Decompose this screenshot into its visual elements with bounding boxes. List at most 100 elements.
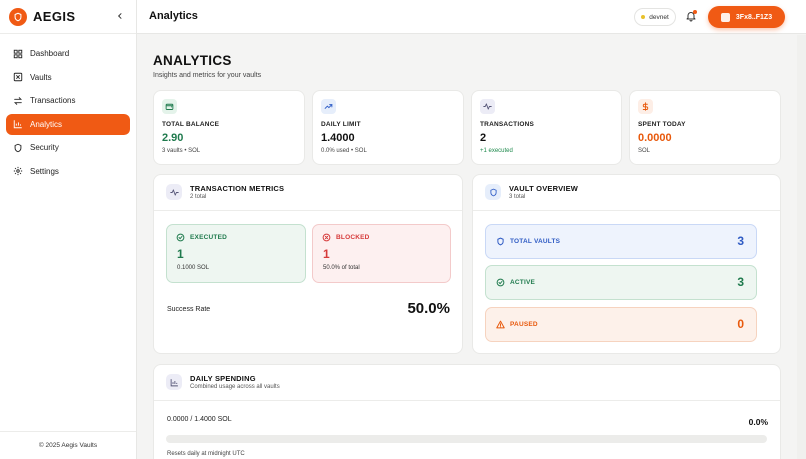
header-title: Analytics xyxy=(149,10,198,22)
network-label: devnet xyxy=(649,13,669,21)
sidebar-item-analytics[interactable]: Analytics xyxy=(6,113,130,135)
total-vaults-label: TOTAL VAULTS xyxy=(510,238,561,245)
collapse-sidebar-button[interactable] xyxy=(113,9,127,23)
wallet-button[interactable]: 3Fx8..F1Z3 xyxy=(708,6,785,28)
brand: AEGIS xyxy=(0,0,136,34)
wallet-icon xyxy=(720,12,730,22)
panel-subtitle: Combined usage across all vaults xyxy=(190,384,280,390)
stat-label: TOTAL BALANCE xyxy=(162,121,220,128)
vault-icon xyxy=(13,72,23,82)
row-label: ACTIVE xyxy=(496,278,535,287)
activity-icon xyxy=(480,99,495,114)
spending-progress-bar xyxy=(166,435,767,443)
sidebar-item-security[interactable]: Security xyxy=(6,137,130,158)
spending-amount: 0.0000 / 1.4000 SOL xyxy=(167,416,232,423)
x-circle-icon xyxy=(322,233,331,242)
executed-header: EXECUTED xyxy=(176,233,227,242)
dashboard-icon xyxy=(13,49,23,58)
stat-sub: 3 vaults • SOL xyxy=(162,148,201,154)
brand-name: AEGIS xyxy=(33,9,76,24)
sidebar: AEGIS Dashboard Vaults Transactions Anal… xyxy=(0,0,137,459)
network-badge[interactable]: devnet xyxy=(634,8,676,26)
chart-icon xyxy=(13,120,22,129)
wallet-address: 3Fx8..F1Z3 xyxy=(735,13,773,21)
shield-icon xyxy=(485,184,501,200)
panel-header: TRANSACTION METRICS 2 total xyxy=(154,175,462,211)
wallet-icon xyxy=(162,99,177,114)
success-rate-label: Success Rate xyxy=(167,306,211,313)
sidebar-item-settings[interactable]: Settings xyxy=(6,161,130,182)
sidebar-item-transactions[interactable]: Transactions xyxy=(6,90,130,111)
panel-header: VAULT OVERVIEW 3 total xyxy=(473,175,780,211)
transaction-metrics-panel: TRANSACTION METRICS 2 total EXECUTED 1 0… xyxy=(153,174,463,354)
network-status-dot xyxy=(641,15,646,19)
sidebar-item-label: Settings xyxy=(30,166,59,176)
page-title: ANALYTICS xyxy=(153,53,232,68)
check-circle-icon xyxy=(176,233,185,242)
active-vaults-row: ACTIVE 3 xyxy=(485,265,757,300)
stat-card-spent-today: SPENT TODAY 0.0000 SOL xyxy=(629,90,781,165)
chart-icon xyxy=(166,374,182,390)
panel-title: DAILY SPENDING xyxy=(190,374,256,383)
main-content: ANALYTICS Insights and metrics for your … xyxy=(137,35,797,459)
spending-percent: 0.0% xyxy=(748,417,768,427)
blocked-header: BLOCKED xyxy=(322,233,370,242)
sidebar-nav: Dashboard Vaults Transactions Analytics … xyxy=(0,34,136,182)
stat-value: 0.0000 xyxy=(638,132,672,144)
executed-label: EXECUTED xyxy=(190,234,227,241)
stat-card-transactions: TRANSACTIONS 2 +1 executed xyxy=(471,90,622,165)
stat-label: SPENT TODAY xyxy=(638,121,686,128)
total-vaults-row: TOTAL VAULTS 3 xyxy=(485,224,757,259)
trending-up-icon xyxy=(321,99,336,114)
panel-subtitle: 2 total xyxy=(190,194,207,200)
executed-box: EXECUTED 1 0.1000 SOL xyxy=(166,224,306,283)
blocked-percent: 50.0% of total xyxy=(323,265,360,271)
check-circle-icon xyxy=(496,278,505,287)
activity-icon xyxy=(166,184,182,200)
panel-subtitle: 3 total xyxy=(509,194,526,200)
stat-value: 1.4000 xyxy=(321,132,355,144)
gear-icon xyxy=(13,166,23,176)
panel-header: DAILY SPENDING Combined usage across all… xyxy=(154,365,780,401)
stat-label: DAILY LIMIT xyxy=(321,121,361,128)
sidebar-item-vaults[interactable]: Vaults xyxy=(6,67,130,88)
sidebar-item-label: Vaults xyxy=(30,72,52,82)
blocked-count: 1 xyxy=(323,247,330,261)
total-vaults-value: 3 xyxy=(737,234,744,248)
sidebar-item-label: Analytics xyxy=(30,119,63,129)
bell-icon[interactable] xyxy=(685,10,697,22)
stat-value: 2 xyxy=(480,132,487,144)
blocked-label: BLOCKED xyxy=(336,234,370,241)
sidebar-item-label: Security xyxy=(30,143,59,152)
sidebar-item-label: Dashboard xyxy=(30,49,70,58)
chevron-left-icon xyxy=(117,13,122,19)
row-label: PAUSED xyxy=(496,320,538,329)
topbar: Analytics devnet 3Fx8..F1Z3 xyxy=(137,0,806,34)
panel-title: VAULT OVERVIEW xyxy=(509,184,579,193)
active-value: 3 xyxy=(737,275,744,289)
vault-overview-panel: VAULT OVERVIEW 3 total TOTAL VAULTS 3 AC… xyxy=(472,174,781,354)
shield-icon xyxy=(14,143,22,152)
shield-icon xyxy=(497,237,504,246)
stat-card-total-balance: TOTAL BALANCE 2.90 3 vaults • SOL xyxy=(153,90,305,165)
stat-sub: +1 executed xyxy=(480,148,513,154)
dollar-icon xyxy=(638,99,653,114)
sidebar-item-dashboard[interactable]: Dashboard xyxy=(6,43,130,64)
panel-title: TRANSACTION METRICS xyxy=(190,184,285,193)
stat-sub: SOL xyxy=(638,148,651,154)
success-rate-value: 50.0% xyxy=(407,300,450,317)
arrows-icon xyxy=(13,96,23,105)
shield-logo-icon xyxy=(9,7,27,26)
paused-value: 0 xyxy=(737,317,744,331)
main-scrollbar[interactable] xyxy=(797,35,806,459)
daily-spending-panel: DAILY SPENDING Combined usage across all… xyxy=(153,364,781,459)
paused-label: PAUSED xyxy=(510,321,538,328)
stat-label: TRANSACTIONS xyxy=(480,121,535,128)
active-label: ACTIVE xyxy=(510,279,536,286)
warning-icon xyxy=(496,320,505,329)
executed-count: 1 xyxy=(177,247,184,261)
row-label: TOTAL VAULTS xyxy=(496,237,560,246)
executed-amount: 0.1000 SOL xyxy=(177,265,210,271)
sidebar-footer: © 2025 Aegis Vaults xyxy=(0,431,136,459)
spending-reset-note: Resets daily at midnight UTC xyxy=(167,451,245,457)
